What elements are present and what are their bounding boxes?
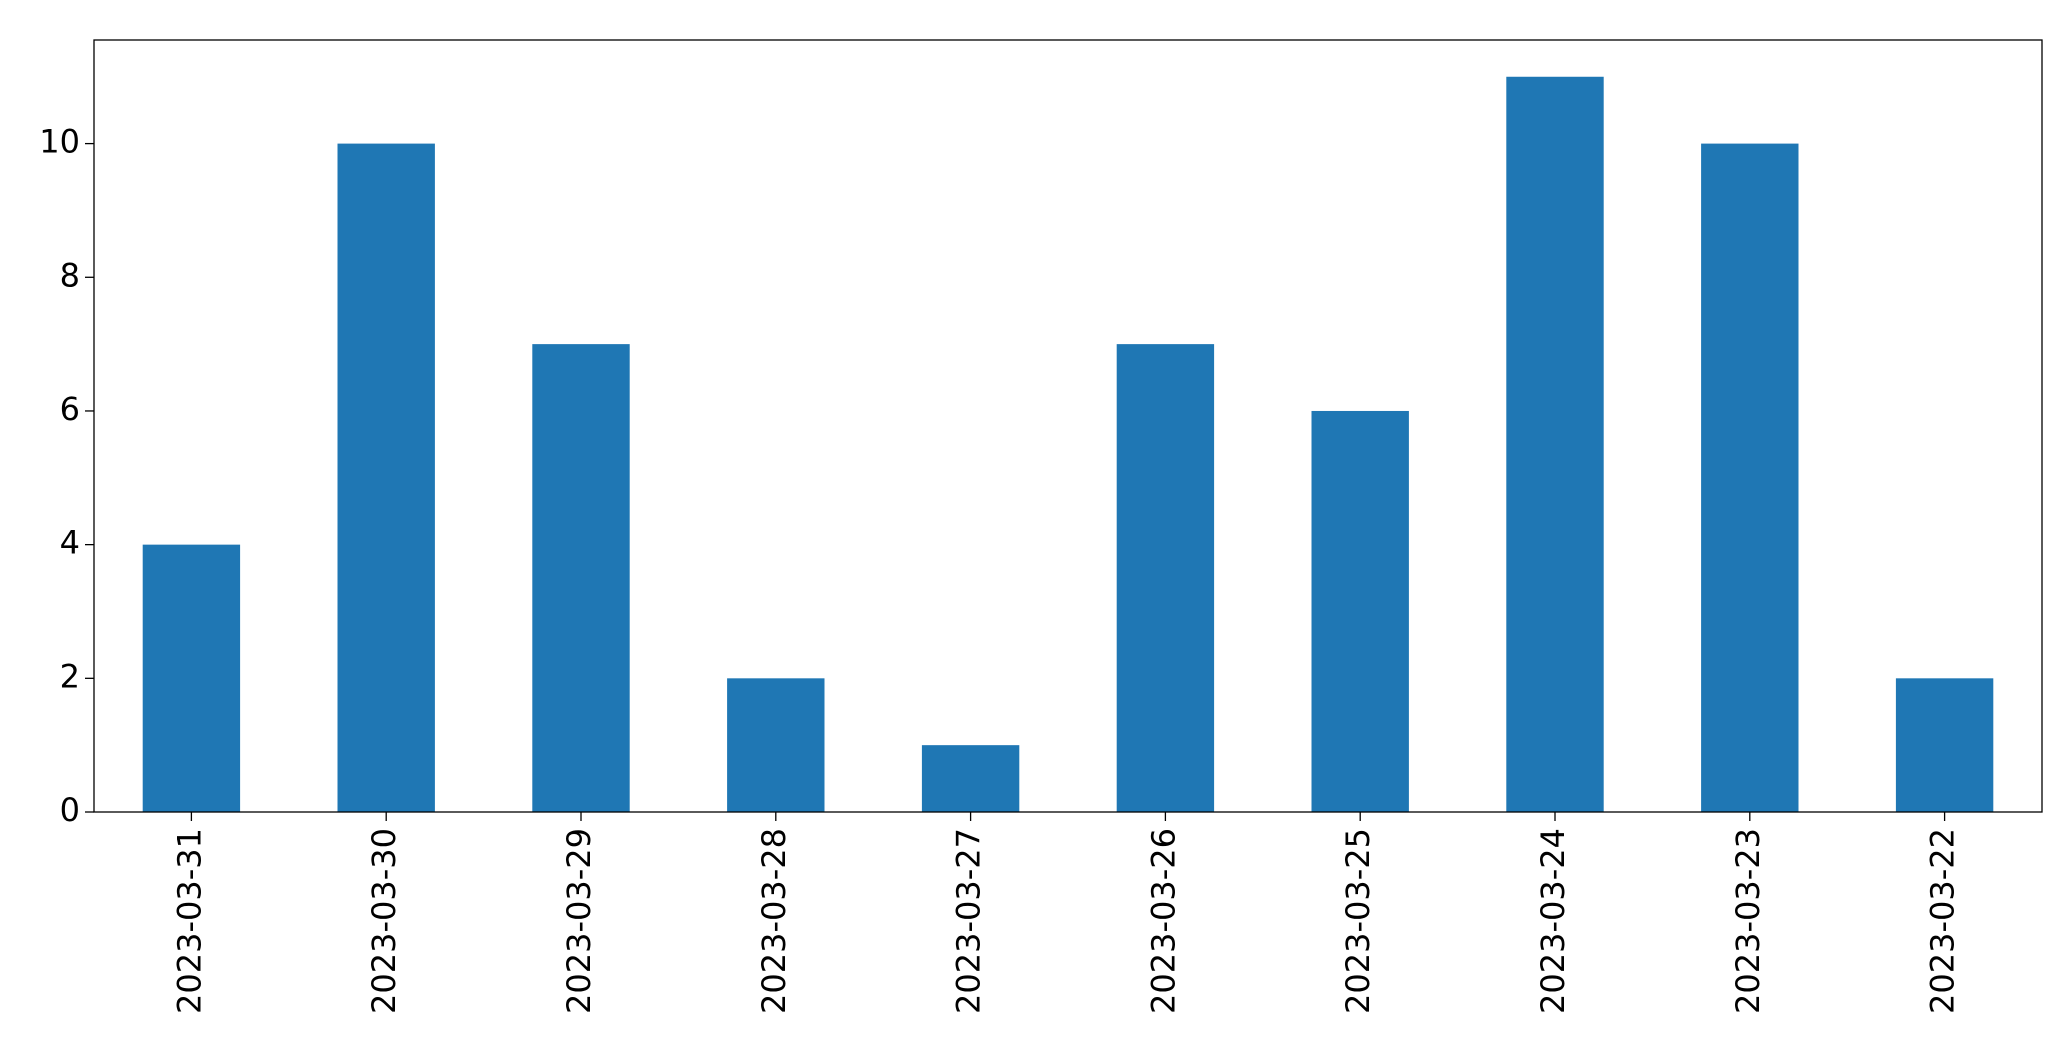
y-tick-label: 8: [60, 256, 80, 294]
y-tick-label: 10: [39, 123, 80, 161]
y-tick-label: 6: [60, 390, 80, 428]
x-tick-label: 2023-03-31: [170, 828, 208, 1014]
bar: [1311, 410, 1409, 812]
x-tick-label: 2023-03-27: [950, 828, 988, 1014]
x-tick-label: 2023-03-24: [1534, 828, 1572, 1014]
bar: [337, 143, 435, 812]
x-tick-label: 2023-03-22: [1924, 828, 1962, 1014]
x-tick-label: 2023-03-23: [1729, 828, 1767, 1014]
x-tick-label: 2023-03-26: [1144, 828, 1182, 1014]
x-tick-label: 2023-03-29: [560, 828, 598, 1014]
y-tick-label: 4: [60, 524, 80, 562]
bar: [532, 344, 630, 812]
bar: [727, 678, 825, 812]
bar: [1506, 76, 1604, 812]
bar: [142, 544, 241, 812]
bar: [1116, 344, 1215, 812]
x-tick-label: 2023-03-25: [1339, 828, 1377, 1014]
y-tick-label: 0: [60, 791, 80, 829]
bar: [1895, 678, 1994, 812]
bar: [921, 745, 1020, 812]
x-tick-label: 2023-03-30: [365, 828, 403, 1014]
y-tick-label: 2: [60, 657, 80, 695]
bar: [1701, 143, 1799, 812]
x-tick-label: 2023-03-28: [755, 828, 793, 1014]
plot-frame: [93, 39, 2043, 813]
